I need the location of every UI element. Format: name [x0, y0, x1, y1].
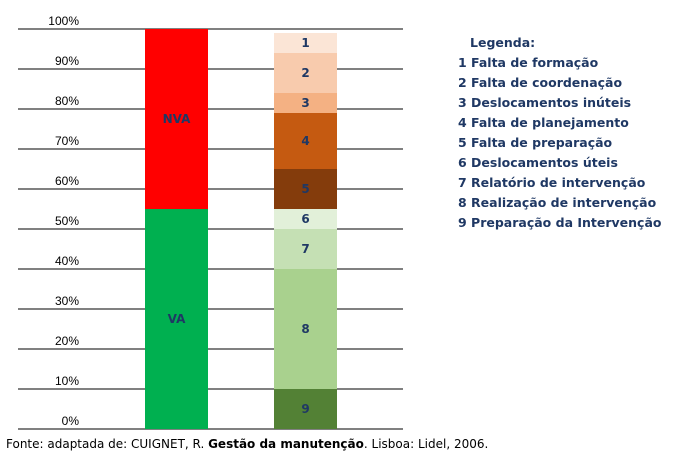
segment-label: 6	[301, 212, 309, 226]
y-tick-label: 40%	[55, 254, 79, 268]
segment-label: 4	[301, 134, 309, 148]
legend-title: Legenda:	[470, 35, 536, 50]
y-tick-label: 0%	[62, 414, 80, 428]
legend-item: 9 Preparação da Intervenção	[458, 215, 662, 230]
source-suffix: . Lisboa: Lidel, 2006.	[363, 437, 489, 451]
y-tick-label: 100%	[48, 14, 79, 28]
source-title: Gestão da manutenção	[208, 437, 364, 451]
bar-segment	[274, 113, 337, 169]
segment-label: 7	[301, 242, 309, 256]
segment-label: 8	[301, 322, 309, 336]
legend-item: 8 Realização de intervenção	[458, 195, 657, 210]
bar-segment	[145, 29, 208, 209]
bar-segment	[274, 53, 337, 93]
segment-label: 9	[301, 402, 309, 416]
source-caption: Fonte: adaptada de: CUIGNET, R. Gestão d…	[6, 437, 488, 451]
legend-item: 5 Falta de preparação	[458, 135, 613, 150]
bar-segment	[274, 169, 337, 209]
legend-item: 1 Falta de formação	[458, 55, 599, 70]
y-tick-label: 20%	[55, 334, 79, 348]
y-tick-label: 90%	[55, 54, 79, 68]
segment-label: 5	[301, 182, 309, 196]
y-tick-label: 70%	[55, 134, 79, 148]
y-tick-label: 80%	[55, 94, 79, 108]
source-prefix: Fonte: adaptada de: CUIGNET, R.	[6, 437, 209, 451]
bar-segment	[274, 229, 337, 269]
segment-label: 2	[301, 66, 309, 80]
y-tick-label: 50%	[55, 214, 79, 228]
bar-segment	[274, 33, 337, 53]
bar-segment	[274, 209, 337, 229]
y-tick-label: 60%	[55, 174, 79, 188]
bar-segment	[274, 389, 337, 429]
legend-item: 2 Falta de coordenação	[458, 75, 623, 90]
segment-label: 1	[301, 36, 309, 50]
bar-segment	[145, 209, 208, 429]
bar-segment	[274, 269, 337, 389]
legend-item: 3 Deslocamentos inúteis	[458, 95, 632, 110]
bar-segment	[274, 93, 337, 113]
y-tick-label: 30%	[55, 294, 79, 308]
legend-item: 7 Relatório de intervenção	[458, 175, 646, 190]
segment-label: NVA	[163, 112, 192, 126]
legend-item: 6 Deslocamentos úteis	[458, 155, 618, 170]
segment-label: 3	[301, 96, 309, 110]
y-tick-label: 10%	[55, 374, 79, 388]
legend: Legenda: 1 Falta de formação 2 Falta de …	[458, 33, 661, 233]
legend-item: 4 Falta de planejamento	[458, 115, 629, 130]
segment-label: VA	[168, 312, 186, 326]
